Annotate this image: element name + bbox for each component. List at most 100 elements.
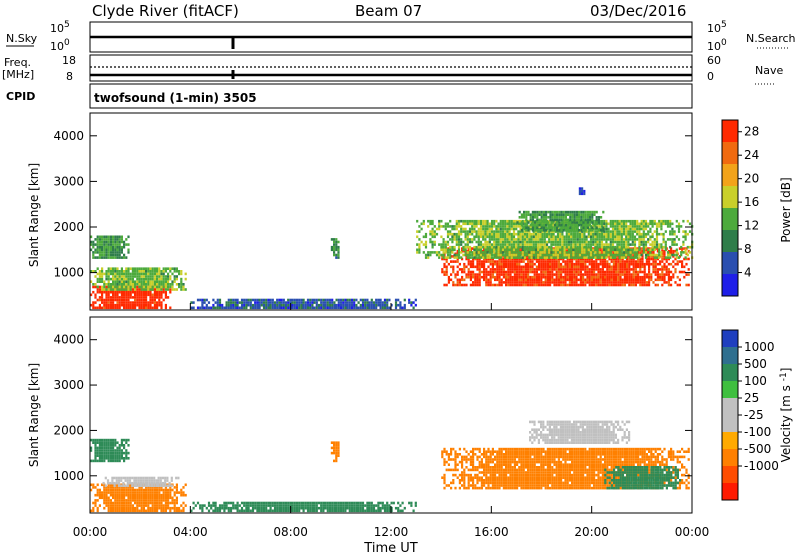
- heatmap-cell: [167, 504, 170, 507]
- heatmap-cell: [96, 459, 99, 463]
- heatmap-cell: [443, 476, 446, 479]
- heatmap-cell: [112, 256, 115, 259]
- heatmap-cell: [372, 301, 376, 304]
- heatmap-cell: [629, 222, 632, 226]
- heatmap-cell: [245, 306, 248, 310]
- heatmap-cell: [550, 253, 553, 257]
- heatmap-cell: [320, 306, 323, 310]
- heatmap-cell: [475, 235, 478, 239]
- heatmap-cell: [461, 471, 464, 474]
- heatmap-cell: [603, 256, 606, 259]
- heatmap-cell: [620, 238, 623, 241]
- heatmap-cell: [517, 245, 520, 249]
- heatmap-cell: [663, 265, 666, 269]
- heatmap-cell: [590, 257, 593, 261]
- heatmap-cell: [636, 232, 639, 236]
- heatmap-cell: [169, 486, 172, 489]
- heatmap-cell: [151, 270, 154, 273]
- heatmap-cell: [169, 509, 172, 513]
- heatmap-cell: [639, 270, 642, 274]
- heatmap-cell: [512, 232, 516, 236]
- heatmap-cell: [502, 260, 505, 263]
- heatmap-cell: [618, 243, 621, 246]
- heatmap-cell: [142, 496, 145, 500]
- heatmap-cell: [116, 288, 119, 291]
- heatmap-cell: [147, 496, 150, 500]
- heatmap-cell: [311, 303, 314, 307]
- heatmap-cell: [529, 268, 532, 271]
- heatmap-cell: [573, 223, 576, 227]
- heatmap-cell: [112, 277, 115, 281]
- heatmap-cell: [522, 265, 525, 269]
- heatmap-cell: [120, 476, 123, 480]
- heatmap-cell: [103, 243, 106, 246]
- heatmap-cell: [520, 278, 523, 282]
- heatmap-cell: [617, 262, 620, 266]
- heatmap-cell: [337, 298, 340, 302]
- heatmap-cell: [344, 298, 347, 302]
- heatmap-cell: [109, 438, 112, 442]
- heatmap-cell: [594, 248, 597, 252]
- heatmap-cell: [587, 240, 590, 244]
- heatmap-cell: [98, 253, 101, 257]
- heatmap-cell: [498, 273, 501, 276]
- heatmap-cell: [109, 267, 112, 270]
- heatmap-cell: [464, 230, 467, 233]
- heatmap-cell: [645, 273, 648, 276]
- heatmap-cell: [92, 253, 95, 257]
- heatmap-cell: [556, 251, 560, 254]
- heatmap-cell: [642, 227, 645, 231]
- heatmap-cell: [522, 275, 525, 279]
- heatmap-cell: [127, 509, 130, 513]
- heatmap-cell: [295, 306, 299, 310]
- heatmap-cell: [313, 306, 316, 310]
- station-title: Clyde River (fitACF): [92, 2, 239, 20]
- heatmap-cell: [429, 219, 432, 223]
- heatmap-cell: [180, 272, 183, 276]
- heatmap-cell: [549, 210, 552, 214]
- heatmap-cell: [634, 262, 637, 266]
- heatmap-cell: [173, 486, 176, 489]
- heatmap-cell: [620, 225, 623, 228]
- heatmap-cell: [541, 235, 544, 239]
- heatmap-cell: [92, 486, 95, 489]
- heatmap-cell: [499, 232, 502, 236]
- heatmap-cell: [467, 481, 470, 485]
- heatmap-cell: [107, 288, 110, 291]
- heatmap-cell: [524, 281, 527, 284]
- heatmap-cell: [516, 270, 519, 274]
- heatmap-cell: [655, 245, 659, 249]
- heatmap-cell: [137, 484, 140, 488]
- heatmap-cell: [377, 303, 380, 307]
- heatmap-cell: [182, 506, 185, 510]
- heatmap-cell: [445, 450, 448, 453]
- heatmap-cell: [162, 270, 165, 273]
- heatmap-cell: [494, 278, 497, 282]
- heatmap-cell: [651, 240, 654, 244]
- heatmap-cell: [128, 479, 132, 482]
- heatmap-cell: [495, 227, 498, 231]
- heatmap-cell: [465, 458, 468, 461]
- heatmap-cell: [173, 504, 176, 507]
- heatmap-cell: [111, 481, 114, 485]
- heatmap-cell: [620, 251, 623, 254]
- heatmap-cell: [149, 499, 152, 502]
- heatmap-cell: [96, 277, 99, 281]
- heatmap-cell: [538, 275, 541, 279]
- heatmap-cell: [666, 256, 670, 259]
- heatmap-cell: [464, 243, 467, 246]
- heatmap-cell: [617, 265, 620, 269]
- heatmap-cell: [103, 483, 106, 487]
- heatmap-cell: [534, 243, 538, 246]
- heatmap-cell: [120, 506, 123, 510]
- heatmap-cell: [582, 221, 585, 224]
- heatmap-cell: [129, 293, 132, 297]
- heatmap-cell: [397, 298, 400, 302]
- heatmap-cell: [364, 301, 367, 304]
- heatmap-cell: [450, 265, 453, 269]
- heatmap-cell: [573, 270, 576, 274]
- heatmap-cell: [173, 277, 176, 281]
- heatmap-cell: [452, 268, 455, 271]
- heatmap-cell: [607, 243, 610, 246]
- heatmap-cell: [131, 303, 134, 307]
